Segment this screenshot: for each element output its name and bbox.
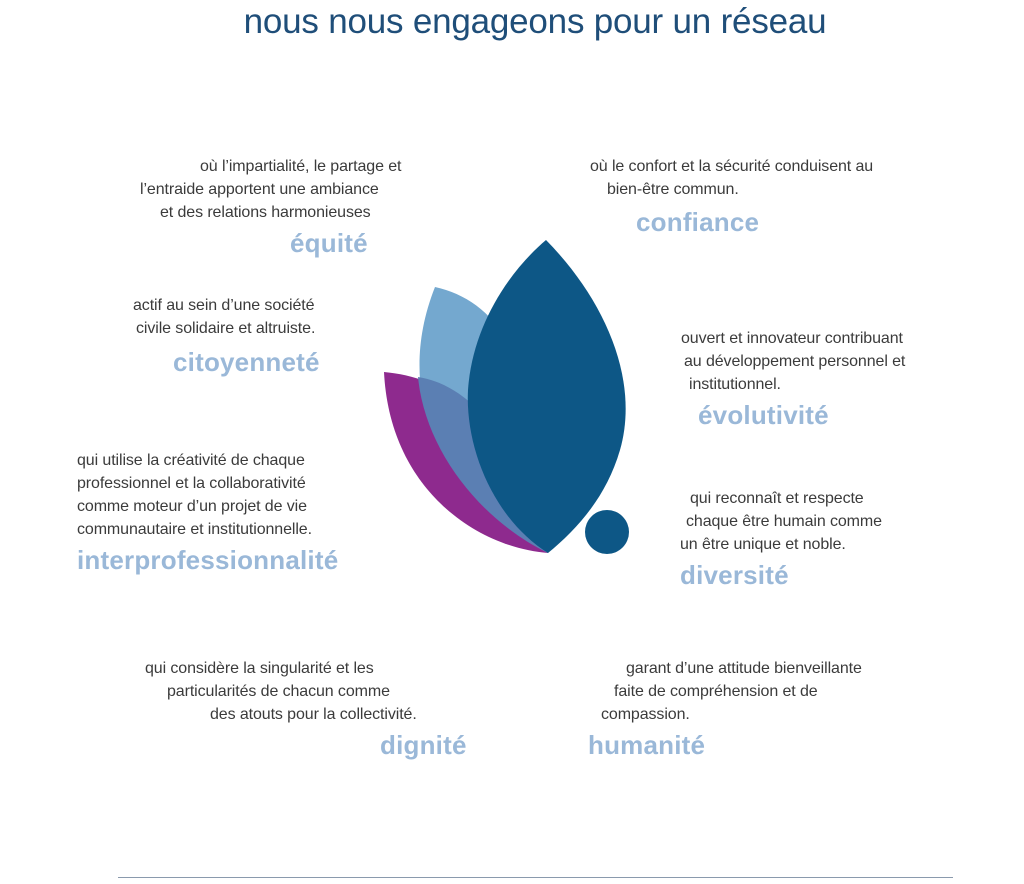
value-citoyennete: actif au sein d’une société civile solid… [133,294,373,377]
value-equite-keyword: équité [290,228,368,258]
value-equite-description: où l’impartialité, le partage et l’entra… [140,158,402,221]
value-humanite-description: garant d’une attitude bienveillante fait… [601,660,862,723]
value-citoyennete-description: actif au sein d’une société civile solid… [133,297,316,337]
value-humanite-keyword: humanité [588,730,706,760]
value-dignite-keyword: dignité [380,730,467,760]
value-interprofessionnalite-description: qui utilise la créativité de chaque prof… [77,452,312,538]
value-equite: où l’impartialité, le partage et l’entra… [140,155,440,258]
value-evolutivite-keyword: évolutivité [698,400,829,430]
value-evolutivite: ouvert et innovateur contribuant au déve… [681,327,981,430]
value-diversite: qui reconnaît et respecte chaque être hu… [680,487,960,590]
logo-dot [585,510,629,554]
value-citoyennete-keyword: citoyenneté [173,347,320,377]
value-dignite: qui considère la singularité et les part… [145,657,467,760]
value-confiance-keyword: confiance [636,207,760,237]
value-interprofessionnalite: qui utilise la créativité de chaque prof… [77,449,397,575]
bottom-divider [118,877,953,878]
page-title: nous nous engageons pour un réseau [243,2,827,41]
value-confiance-description: où le confort et la sécurité conduisent … [590,158,874,198]
value-evolutivite-description: ouvert et innovateur contribuant au déve… [681,330,906,393]
value-interprofessionnalite-keyword: interprofessionnalité [77,545,339,575]
petal-dark-leaf [467,240,626,553]
value-humanite: garant d’une attitude bienveillante fait… [588,657,918,760]
petal-logo [384,240,629,554]
value-diversite-keyword: diversité [680,560,789,590]
value-confiance: où le confort et la sécurité conduisent … [590,155,950,237]
value-diversite-description: qui reconnaît et respecte chaque être hu… [680,490,882,553]
value-dignite-description: qui considère la singularité et les part… [145,660,417,723]
